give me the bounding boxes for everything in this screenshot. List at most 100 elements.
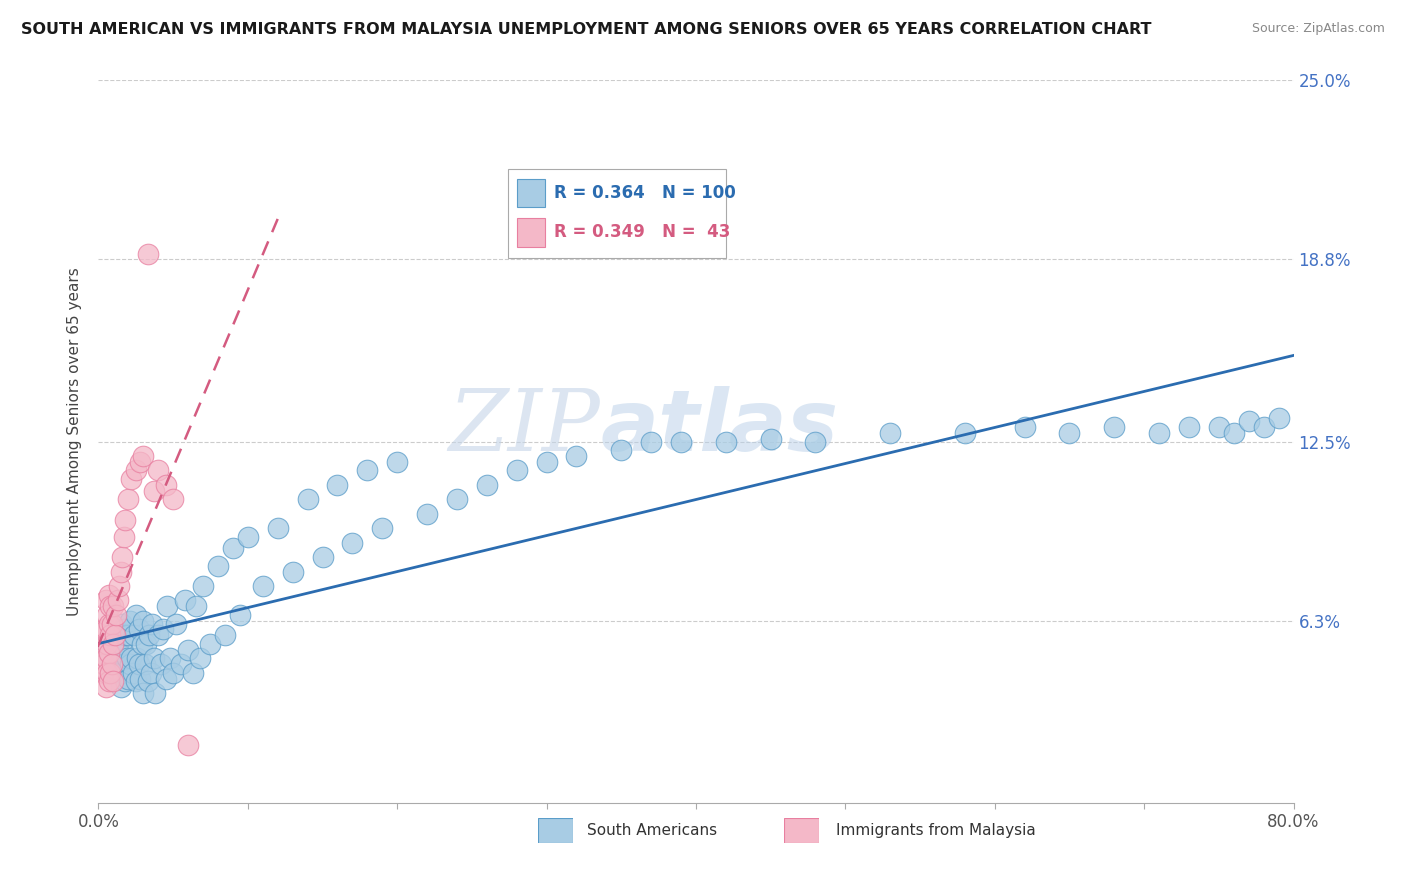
Point: [236, 530, 259, 544]
Point: [138, 628, 160, 642]
Text: atlas: atlas: [600, 385, 838, 468]
Point: [297, 492, 319, 507]
Bar: [517, 178, 546, 207]
Point: [94, 651, 117, 665]
Point: [135, 637, 157, 651]
Point: [1147, 425, 1170, 440]
Text: R = 0.364   N = 100: R = 0.364 N = 100: [554, 184, 735, 202]
Point: [165, 616, 187, 631]
Point: [111, 550, 134, 565]
Point: [93, 657, 115, 671]
Point: [446, 492, 468, 507]
Point: [252, 579, 274, 593]
Point: [114, 512, 136, 526]
Point: [94, 593, 117, 607]
Point: [311, 550, 333, 565]
Point: [150, 657, 173, 671]
Point: [640, 434, 662, 449]
Point: [184, 599, 207, 614]
Point: [110, 637, 132, 651]
Point: [1267, 411, 1289, 425]
Point: [107, 657, 129, 671]
Point: [1014, 420, 1036, 434]
Point: [162, 492, 184, 507]
Point: [132, 449, 155, 463]
Point: [134, 657, 156, 671]
Point: [132, 614, 155, 628]
Point: [128, 623, 150, 637]
Point: [97, 674, 120, 689]
Point: [162, 665, 184, 680]
Point: [222, 541, 245, 556]
Point: [125, 607, 148, 622]
Point: [181, 665, 204, 680]
Point: [97, 657, 120, 671]
Point: [188, 651, 211, 665]
Point: [159, 651, 181, 665]
Point: [104, 628, 127, 642]
Point: [169, 657, 191, 671]
Point: [416, 507, 439, 521]
Point: [118, 614, 141, 628]
Point: [118, 657, 141, 671]
Point: [326, 478, 349, 492]
Point: [371, 521, 394, 535]
Point: [104, 651, 127, 665]
Point: [96, 607, 118, 622]
Point: [115, 651, 138, 665]
Point: [128, 657, 150, 671]
Point: [124, 628, 146, 642]
Point: [1104, 420, 1126, 434]
Point: [191, 579, 214, 593]
Point: [141, 616, 163, 631]
Point: [1208, 420, 1230, 434]
Point: [105, 646, 128, 660]
Point: [111, 616, 134, 631]
Point: [98, 646, 122, 660]
Point: [103, 628, 125, 642]
Point: [120, 651, 142, 665]
Point: [120, 472, 142, 486]
Point: [112, 623, 135, 637]
Point: [107, 593, 129, 607]
Point: [110, 680, 132, 694]
Point: [132, 686, 155, 700]
Point: [267, 521, 290, 535]
Point: [117, 492, 139, 507]
Point: [101, 616, 124, 631]
Point: [111, 665, 134, 680]
Point: [90, 651, 112, 665]
Bar: [517, 218, 546, 246]
FancyBboxPatch shape: [508, 169, 725, 258]
Point: [91, 637, 114, 651]
Point: [136, 674, 159, 689]
Text: ZIP: ZIP: [449, 385, 600, 468]
Point: [129, 455, 152, 469]
Point: [356, 463, 378, 477]
Point: [143, 686, 166, 700]
Point: [142, 483, 165, 498]
Point: [1059, 425, 1081, 440]
Point: [94, 680, 117, 694]
Point: [97, 588, 120, 602]
Point: [1237, 414, 1260, 428]
Point: [127, 651, 149, 665]
Point: [103, 674, 125, 689]
Text: SOUTH AMERICAN VS IMMIGRANTS FROM MALAYSIA UNEMPLOYMENT AMONG SENIORS OVER 65 YE: SOUTH AMERICAN VS IMMIGRANTS FROM MALAYS…: [21, 22, 1152, 37]
Y-axis label: Unemployment Among Seniors over 65 years: Unemployment Among Seniors over 65 years: [67, 268, 83, 615]
Point: [759, 432, 782, 446]
Text: R = 0.349   N =  43: R = 0.349 N = 43: [554, 223, 730, 241]
Point: [103, 637, 125, 651]
Point: [148, 628, 170, 642]
Point: [152, 623, 174, 637]
Text: Source: ZipAtlas.com: Source: ZipAtlas.com: [1251, 22, 1385, 36]
Point: [131, 637, 153, 651]
Point: [804, 434, 827, 449]
Point: [142, 651, 165, 665]
Point: [112, 530, 135, 544]
Point: [156, 599, 179, 614]
Point: [953, 425, 976, 440]
Point: [536, 455, 558, 469]
Point: [125, 463, 148, 477]
Text: Immigrants from Malaysia: Immigrants from Malaysia: [835, 823, 1036, 838]
